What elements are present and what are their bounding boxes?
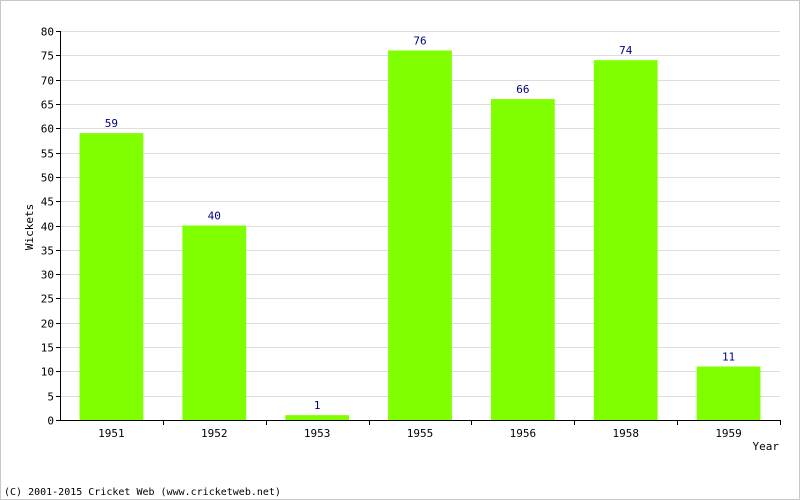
y-tick-labels: 0 5 10 15 20 25 30 35 40 45 50 55 60 65 70 75 80 — [41, 26, 54, 428]
axes — [56, 31, 781, 425]
x-tick-label: 1953 — [304, 427, 331, 440]
data-label: 66 — [516, 83, 529, 96]
y-axis-label: Wickets — [23, 204, 36, 250]
x-tick-label: 1956 — [510, 427, 537, 440]
copyright-footer: (C) 2001-2015 Cricket Web (www.cricketwe… — [4, 487, 281, 498]
data-label: 74 — [619, 44, 633, 57]
x-tick-label: 1958 — [612, 427, 639, 440]
bar — [79, 133, 144, 421]
y-tick-label: 10 — [41, 366, 54, 379]
bars — [79, 50, 761, 421]
bar — [593, 60, 658, 421]
data-label: 11 — [722, 351, 735, 364]
x-tick-label: 1955 — [407, 427, 434, 440]
y-tick-label: 20 — [41, 318, 54, 331]
y-tick-label: 45 — [41, 196, 54, 209]
y-tick-label: 80 — [41, 26, 54, 39]
y-tick-label: 5 — [47, 391, 54, 404]
bar — [388, 50, 452, 420]
x-tick-labels: 1951 1952 1953 1955 1956 1958 1959 — [98, 427, 742, 440]
bar — [182, 225, 247, 420]
y-tick-label: 30 — [41, 269, 54, 282]
y-tick-label: 40 — [41, 221, 54, 234]
x-axis-label: Year — [753, 440, 780, 453]
y-tick-label: 50 — [41, 172, 54, 185]
y-tick-label: 65 — [41, 99, 54, 112]
data-label: 76 — [413, 34, 426, 47]
data-label: 59 — [105, 117, 118, 130]
data-label: 40 — [208, 210, 221, 223]
x-tick-label: 1952 — [201, 427, 228, 440]
y-tick-label: 75 — [41, 50, 54, 63]
data-label: 1 — [314, 399, 321, 412]
y-tick-label: 70 — [41, 75, 54, 88]
bar — [696, 366, 761, 420]
y-tick-label: 35 — [41, 245, 54, 258]
x-tick-label: 1959 — [715, 427, 742, 440]
y-tick-label: 25 — [41, 293, 54, 306]
y-tick-label: 0 — [47, 415, 54, 428]
bar — [285, 415, 350, 420]
data-labels: 59 40 1 76 66 74 11 — [105, 34, 735, 412]
bar — [490, 99, 555, 420]
y-tick-label: 15 — [41, 342, 54, 355]
x-tick-label: 1951 — [98, 427, 125, 440]
y-tick-label: 60 — [41, 123, 54, 136]
y-tick-label: 55 — [41, 148, 54, 161]
